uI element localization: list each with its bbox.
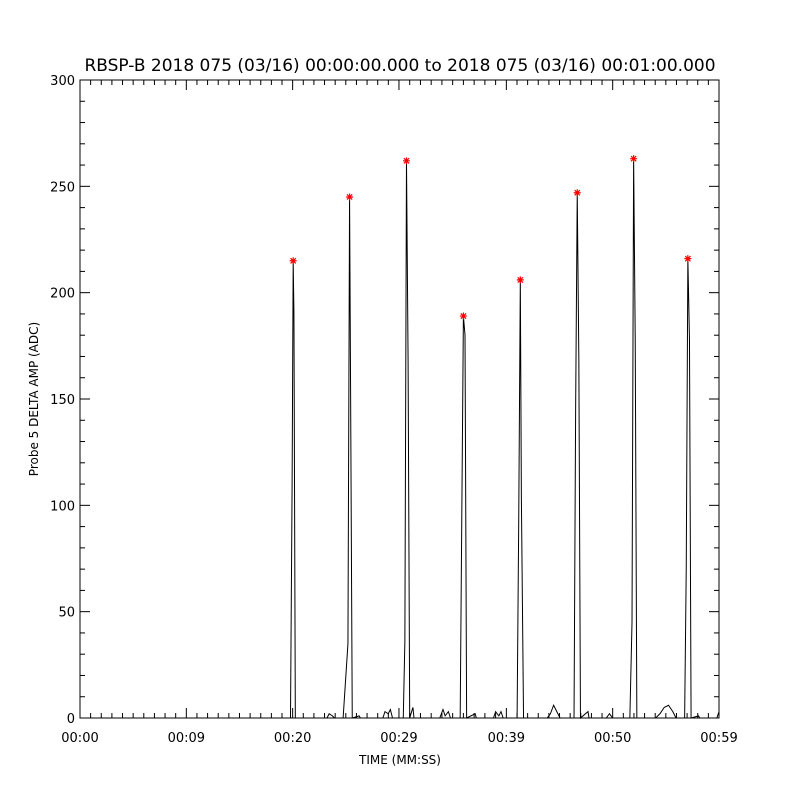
peak-marker [289,257,297,265]
peak-marker [684,255,692,263]
peak-marker [573,189,581,197]
x-tick-label: 00:20 [274,731,311,746]
y-tick-label: 300 [50,74,75,89]
series-line [80,158,720,720]
peak-marker [459,312,467,320]
peak-marker [346,193,354,201]
chart-title: RBSP-B 2018 075 (03/16) 00:00:00.000 to … [84,56,715,76]
x-tick-label: 00:39 [488,731,525,746]
plot-frame [79,79,720,719]
y-tick-label: 250 [50,180,75,195]
x-tick-label: 00:59 [700,731,737,746]
y-axis-label: Probe 5 DELTA AMP (ADC) [27,322,41,476]
peak-marker [402,157,410,165]
y-tick-label: 200 [50,287,75,302]
x-tick-label: 00:00 [61,731,98,746]
y-tick-label: 50 [58,606,75,621]
x-axis-label: TIME (MM:SS) [358,753,441,767]
x-tick-label: 00:09 [168,731,205,746]
y-tick-label: 100 [50,499,75,514]
plot-area: 0 50 100 150 200 250 300 00:00 00:09 00:20 00:29 00… [50,74,738,746]
x-tick-label: 00:29 [380,731,417,746]
peak-marker [516,276,524,284]
x-tick-label: 00:50 [594,731,631,746]
peak-marker [630,155,638,163]
y-tick-label: 150 [50,393,75,408]
y-tick-label: 0 [67,712,75,727]
